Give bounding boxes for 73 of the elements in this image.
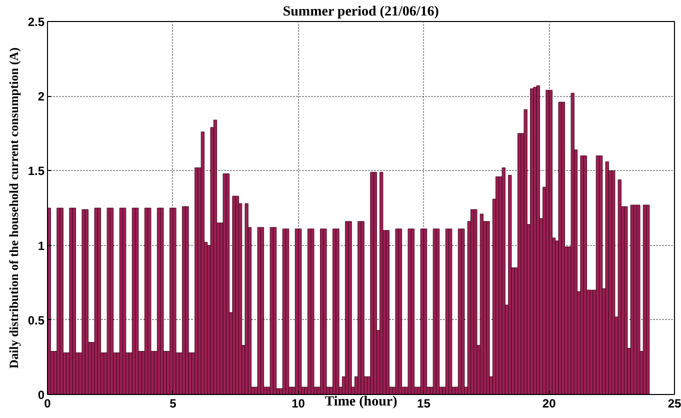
bar xyxy=(612,170,616,394)
bar xyxy=(395,228,399,394)
chart-title: Summer period (21/06/16) xyxy=(282,4,440,20)
bar xyxy=(599,156,603,394)
y-tick-label: 2 xyxy=(38,90,45,104)
bar xyxy=(605,162,609,394)
bar xyxy=(94,208,98,394)
bar xyxy=(82,209,86,394)
x-tick-label: 15 xyxy=(417,396,431,410)
bar xyxy=(423,228,428,394)
bar xyxy=(508,174,512,394)
y-tick-label: 0.5 xyxy=(28,313,45,328)
bar xyxy=(135,208,139,394)
bar xyxy=(260,227,264,394)
bar xyxy=(72,208,76,394)
bar xyxy=(185,206,189,394)
bar xyxy=(646,204,650,394)
bar xyxy=(110,208,114,394)
bar xyxy=(570,92,574,394)
bar xyxy=(160,208,164,394)
bar xyxy=(272,227,277,394)
bar xyxy=(618,179,622,394)
bar xyxy=(580,156,584,394)
bar xyxy=(257,227,261,394)
bar xyxy=(546,90,550,394)
x-tick-label: 25 xyxy=(668,396,681,410)
bar xyxy=(84,209,89,394)
bar xyxy=(398,228,402,394)
bar xyxy=(524,109,528,394)
bar xyxy=(410,228,415,394)
x-tick-label: 5 xyxy=(170,396,177,410)
bar xyxy=(69,208,73,394)
bar xyxy=(232,196,236,394)
y-tick-label: 2.5 xyxy=(28,15,45,29)
bar xyxy=(323,228,327,394)
bar xyxy=(536,85,540,394)
bar xyxy=(448,228,452,394)
bar xyxy=(486,221,490,394)
bar xyxy=(172,208,176,394)
bar xyxy=(408,228,412,394)
bar xyxy=(624,206,628,394)
bar xyxy=(106,208,110,394)
bar xyxy=(298,228,302,394)
x-axis-title: Time (hour) xyxy=(324,394,398,410)
bar xyxy=(461,228,465,394)
y-tick-label: 0 xyxy=(38,388,45,402)
bar xyxy=(286,228,290,394)
bar xyxy=(502,167,506,394)
bar xyxy=(436,228,440,394)
bar xyxy=(122,208,126,394)
y-tick-label: 1 xyxy=(38,238,45,253)
bar xyxy=(222,173,226,394)
y-tick-label: 1.5 xyxy=(28,164,45,178)
bar xyxy=(148,208,152,394)
bar xyxy=(474,209,478,394)
bar xyxy=(636,204,640,394)
bar xyxy=(336,228,340,394)
bar xyxy=(348,221,352,394)
bar xyxy=(380,172,384,394)
x-tick-label: 20 xyxy=(542,396,556,410)
bar xyxy=(558,102,562,394)
bar xyxy=(244,203,248,394)
x-tick-label: 10 xyxy=(292,396,306,410)
bar xyxy=(386,230,390,394)
bar xyxy=(420,228,424,394)
bar xyxy=(360,221,364,394)
bar xyxy=(373,172,377,394)
bar xyxy=(310,228,314,394)
bar xyxy=(583,156,587,394)
bar xyxy=(97,208,102,394)
bar xyxy=(226,173,230,394)
y-axis-title: Daily distribution of the household current consumption (A) xyxy=(6,48,21,368)
bar xyxy=(60,208,64,394)
